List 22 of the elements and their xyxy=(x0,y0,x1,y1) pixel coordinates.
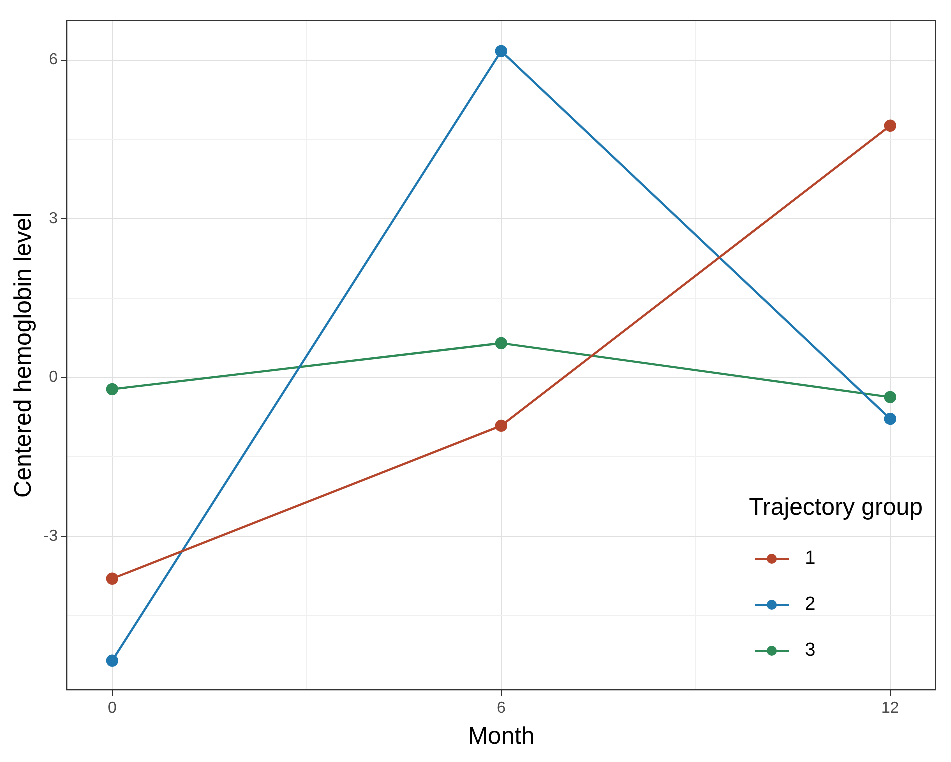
y-tick-label: -3 xyxy=(44,528,58,545)
legend-label: 1 xyxy=(805,548,816,570)
point xyxy=(106,654,119,667)
point xyxy=(495,337,508,350)
legend-label: 2 xyxy=(805,594,816,616)
y-tick-label: 6 xyxy=(49,52,58,69)
point xyxy=(106,383,119,396)
legend-label: 3 xyxy=(805,640,816,662)
point xyxy=(884,391,897,404)
x-tick-label: 0 xyxy=(108,700,117,718)
x-tick-label: 6 xyxy=(496,700,506,718)
y-axis-title: Centered hemoglobin level xyxy=(10,212,38,498)
point xyxy=(495,45,508,58)
x-axis-title: Month xyxy=(468,723,535,750)
point xyxy=(495,420,508,432)
point xyxy=(106,572,119,585)
y-tick-label: 3 xyxy=(49,210,58,228)
y-tick-label: 0 xyxy=(49,369,58,386)
legend-title: Trajectory group xyxy=(749,494,923,522)
point xyxy=(884,412,897,426)
x-tick-label: 12 xyxy=(882,700,900,718)
point xyxy=(884,120,897,132)
